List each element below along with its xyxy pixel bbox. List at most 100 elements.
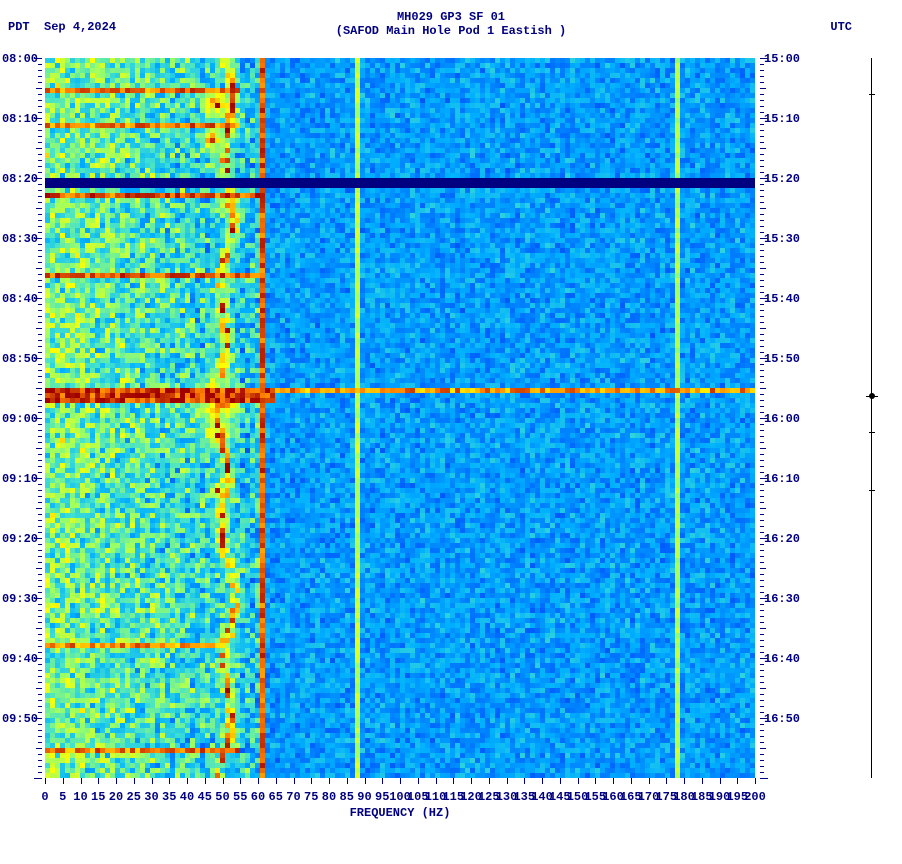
y-tick-left xyxy=(38,106,42,107)
y-tick-left xyxy=(38,676,42,677)
y-tick-left xyxy=(38,406,42,407)
y-tick-right xyxy=(760,670,764,671)
y-tick-right xyxy=(760,430,764,431)
y-tick-right xyxy=(760,256,764,257)
y-label-left: 09:10 xyxy=(2,472,38,486)
y-tick-right xyxy=(760,136,764,137)
y-tick-right xyxy=(760,568,766,569)
y-tick-left xyxy=(38,490,42,491)
y-tick-left xyxy=(38,250,42,251)
y-tick-left xyxy=(38,430,42,431)
y-tick-left xyxy=(38,442,42,443)
y-tick-right xyxy=(760,280,764,281)
y-tick-left xyxy=(38,394,42,395)
y-tick-right xyxy=(760,334,764,335)
y-tick-left xyxy=(38,736,42,737)
x-label: 0 xyxy=(41,790,48,804)
x-label: 45 xyxy=(198,790,212,804)
x-tick xyxy=(311,778,312,784)
y-tick-left xyxy=(38,70,42,71)
y-tick-left xyxy=(36,568,42,569)
y-tick-right xyxy=(760,406,764,407)
x-tick xyxy=(205,778,206,784)
y-tick-right xyxy=(760,694,764,695)
x-tick xyxy=(595,778,596,784)
y-tick-left xyxy=(38,370,42,371)
y-tick-left xyxy=(38,100,42,101)
y-tick-right xyxy=(760,622,764,623)
y-tick-left xyxy=(38,592,42,593)
y-tick-left xyxy=(36,688,42,689)
x-tick xyxy=(418,778,419,784)
y-tick-left xyxy=(38,574,42,575)
y-axis-right: 15:0015:1015:2015:3015:4015:5016:0016:10… xyxy=(760,58,820,778)
y-label-left: 09:30 xyxy=(2,592,38,606)
y-tick-left xyxy=(38,616,42,617)
x-tick xyxy=(365,778,366,784)
left-tz: PDT xyxy=(8,20,30,34)
x-tick xyxy=(453,778,454,784)
y-tick-left xyxy=(38,346,42,347)
y-tick-right xyxy=(760,490,764,491)
y-label-left: 08:30 xyxy=(2,232,38,246)
date-label: Sep 4,2024 xyxy=(44,20,116,34)
x-tick xyxy=(524,778,525,784)
x-label: 10 xyxy=(73,790,87,804)
y-tick-left xyxy=(34,778,42,779)
y-tick-right xyxy=(760,400,764,401)
x-tick xyxy=(684,778,685,784)
y-label-left: 09:40 xyxy=(2,652,38,666)
y-tick-left xyxy=(38,664,42,665)
y-tick-left xyxy=(38,352,42,353)
y-label-right: 15:20 xyxy=(764,172,800,186)
y-tick-left xyxy=(38,772,42,773)
title-line-1: MH029 GP3 SF 01 xyxy=(0,10,902,24)
x-tick xyxy=(258,778,259,784)
x-tick xyxy=(666,778,667,784)
x-axis-label: FREQUENCY (HZ) xyxy=(350,806,451,820)
y-tick-right xyxy=(760,436,764,437)
y-tick-right xyxy=(760,310,764,311)
y-tick-left xyxy=(38,484,42,485)
y-tick-left xyxy=(38,94,42,95)
y-tick-right xyxy=(760,562,764,563)
y-tick-right xyxy=(760,88,766,89)
y-tick-left xyxy=(38,760,42,761)
y-tick-left xyxy=(38,724,42,725)
y-tick-left xyxy=(38,526,42,527)
y-label-left: 08:10 xyxy=(2,112,38,126)
header-right: UTC xyxy=(830,20,852,34)
y-tick-right xyxy=(760,760,764,761)
y-tick-left xyxy=(38,280,42,281)
y-tick-left xyxy=(38,652,42,653)
y-tick-right xyxy=(760,382,764,383)
y-label-right: 16:20 xyxy=(764,532,800,546)
x-tick xyxy=(81,778,82,784)
y-tick-right xyxy=(760,514,764,515)
y-tick-right xyxy=(760,550,764,551)
y-tick-left xyxy=(38,382,42,383)
y-label-right: 15:40 xyxy=(764,292,800,306)
x-label: 25 xyxy=(127,790,141,804)
y-tick-left xyxy=(38,226,42,227)
x-label: 30 xyxy=(144,790,158,804)
y-tick-left xyxy=(38,220,42,221)
y-tick-right xyxy=(760,730,764,731)
y-tick-right xyxy=(760,214,764,215)
y-tick-right xyxy=(760,190,764,191)
x-label: 60 xyxy=(251,790,265,804)
y-tick-left xyxy=(38,496,42,497)
y-tick-right xyxy=(760,736,764,737)
y-tick-left xyxy=(38,514,42,515)
y-label-right: 16:40 xyxy=(764,652,800,666)
y-tick-left xyxy=(38,292,42,293)
y-tick-right xyxy=(760,772,764,773)
y-tick-left xyxy=(38,166,42,167)
y-tick-left xyxy=(38,232,42,233)
x-tick xyxy=(471,778,472,784)
y-tick-right xyxy=(760,316,764,317)
y-tick-right xyxy=(760,166,764,167)
header-left: PDT Sep 4,2024 xyxy=(8,20,116,34)
x-tick xyxy=(347,778,348,784)
y-tick-right xyxy=(760,274,764,275)
